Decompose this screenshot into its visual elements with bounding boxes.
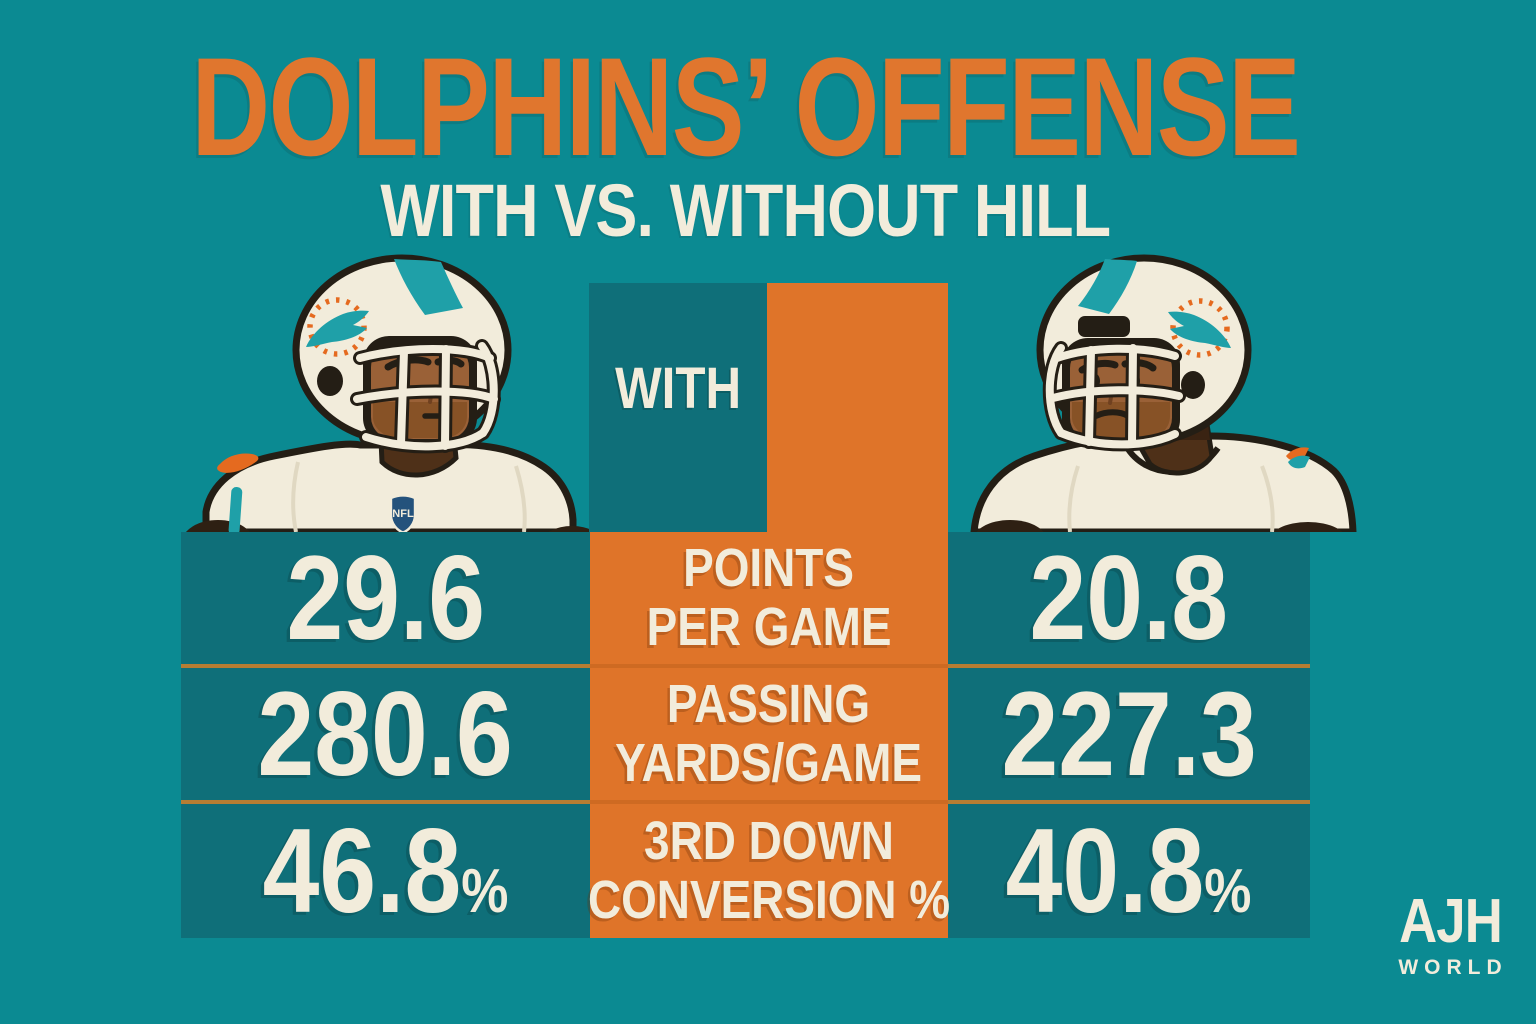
ear-hole (1181, 371, 1205, 399)
value-suffix: % (1204, 857, 1252, 926)
arm-shadow-right (548, 526, 596, 532)
label-line2: YARDS/GAME (615, 733, 923, 793)
with-column-header: WITH (589, 283, 767, 532)
stat-label-points: POINTS PER GAME (590, 532, 948, 664)
arm-shadow-left (976, 520, 1044, 532)
stat-value-with-thirddown: 46.8% (181, 804, 590, 938)
page-title: DOLPHINS’ OFFENSE (0, 28, 1490, 185)
label-line2: PER GAME (646, 597, 892, 657)
stat-value-with-passing: 280.6 (181, 667, 590, 801)
label-line2: CONVERSION % (587, 870, 951, 930)
row-separator (590, 664, 948, 668)
page-subtitle: WITH VS. WITHOUT HILL (0, 174, 1490, 248)
jersey-number (228, 487, 243, 532)
row-separator (590, 800, 948, 804)
value-suffix: % (461, 857, 509, 926)
helmet-stripe (1078, 259, 1137, 314)
arm-shadow-right (1273, 522, 1343, 532)
player-without-illustration (970, 254, 1357, 532)
page-title-text: DOLPHINS’ OFFENSE (190, 28, 1301, 185)
jersey-details: NFL (217, 453, 417, 532)
dolphins-logo-icon (1168, 298, 1231, 358)
value-text: 227.3 (1001, 667, 1257, 801)
label-line1: 3RD DOWN (644, 810, 894, 871)
brand-logo: AJH WORLD (1385, 891, 1517, 980)
label-line1: PASSING (667, 673, 871, 734)
brand-logo-main: AJH (1399, 887, 1504, 956)
value-text: 29.6 (286, 531, 485, 665)
facemask (1042, 341, 1186, 452)
helmet-stripe (394, 259, 463, 315)
stat-value-without-thirddown: 40.8% (948, 804, 1310, 938)
row-separator (948, 800, 1310, 804)
row-separator (948, 664, 1310, 668)
svg-text:NFL: NFL (392, 508, 414, 520)
dolphins-logo-icon (306, 297, 369, 357)
row-separator (181, 800, 590, 804)
value-text: 46.8 (262, 804, 462, 938)
value-text: 280.6 (257, 667, 514, 801)
value-text: 20.8 (1029, 531, 1229, 665)
brand-logo-sub: WORLD (1398, 956, 1508, 979)
row-separator (181, 664, 590, 668)
stats-table: 29.6 POINTS PER GAME 20.8 280.6 PASSING … (181, 531, 1310, 938)
stat-label-thirddown: 3RD DOWN CONVERSION % (587, 804, 951, 938)
player-with-illustration: NFL (185, 254, 596, 532)
stat-label-passing: PASSING YARDS/GAME (590, 668, 948, 800)
value-text: 40.8 (1006, 804, 1205, 938)
facemask (350, 339, 501, 454)
stat-value-without-points: 20.8 (948, 531, 1310, 665)
forehead-pad (1078, 316, 1130, 337)
nike-swoosh-icon (217, 453, 259, 473)
without-column-header (767, 283, 948, 532)
stat-value-with-points: 29.6 (181, 531, 590, 665)
with-column-label: WITH (615, 356, 741, 421)
label-line1: POINTS (683, 537, 855, 598)
ear-hole (317, 366, 343, 396)
page-subtitle-text: WITH VS. WITHOUT HILL (380, 169, 1111, 252)
shoulder-dolphin-icon (1286, 447, 1310, 469)
stat-value-without-passing: 227.3 (948, 667, 1310, 801)
nfl-shield-icon: NFL (389, 494, 417, 532)
